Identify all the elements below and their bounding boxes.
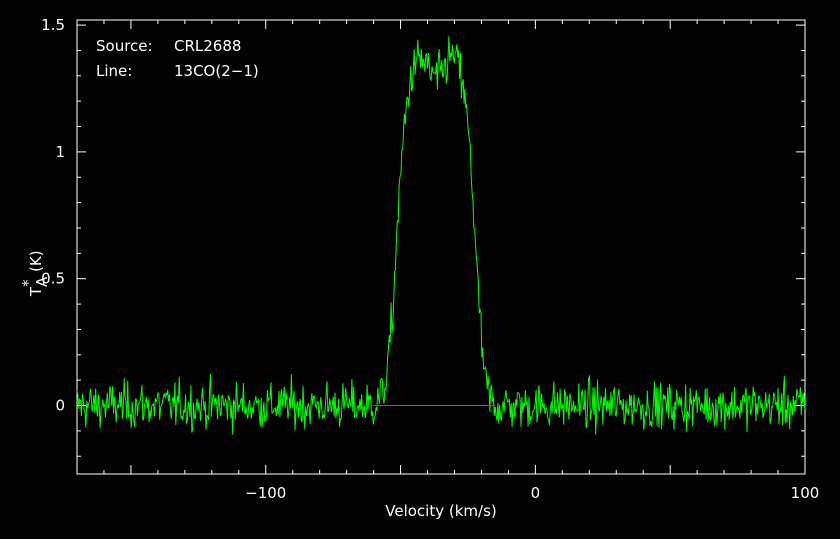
y-axis-label: T A * (K) (19, 250, 51, 297)
y-axis-label-unit: (K) (27, 250, 45, 272)
y-tick-label: 1.5 (41, 16, 65, 34)
y-axis-label-symbol: T (27, 286, 45, 297)
source-label: Source: (96, 37, 153, 55)
x-tick-label: −100 (245, 484, 286, 502)
x-tick-label: 100 (791, 484, 820, 502)
axis-ticks (76, 20, 806, 474)
plot-frame (76, 19, 806, 475)
y-axis-label-subscript: A (33, 276, 51, 287)
x-axis-label: Velocity (km/s) (385, 502, 496, 520)
line-label: Line: (96, 62, 132, 80)
y-axis-label-superscript: * (19, 279, 37, 287)
y-tick-label: 0 (55, 397, 65, 415)
y-tick-label: 1 (55, 143, 65, 161)
source-value: CRL2688 (174, 37, 241, 55)
axis-tick-labels: −100 0 100 0 0.5 1 1.5 (41, 16, 819, 502)
line-value: 13CO(2−1) (174, 62, 259, 80)
spectrum-line (76, 36, 806, 435)
x-tick-label: 0 (531, 484, 541, 502)
y-tick-label: 0.5 (41, 270, 65, 288)
